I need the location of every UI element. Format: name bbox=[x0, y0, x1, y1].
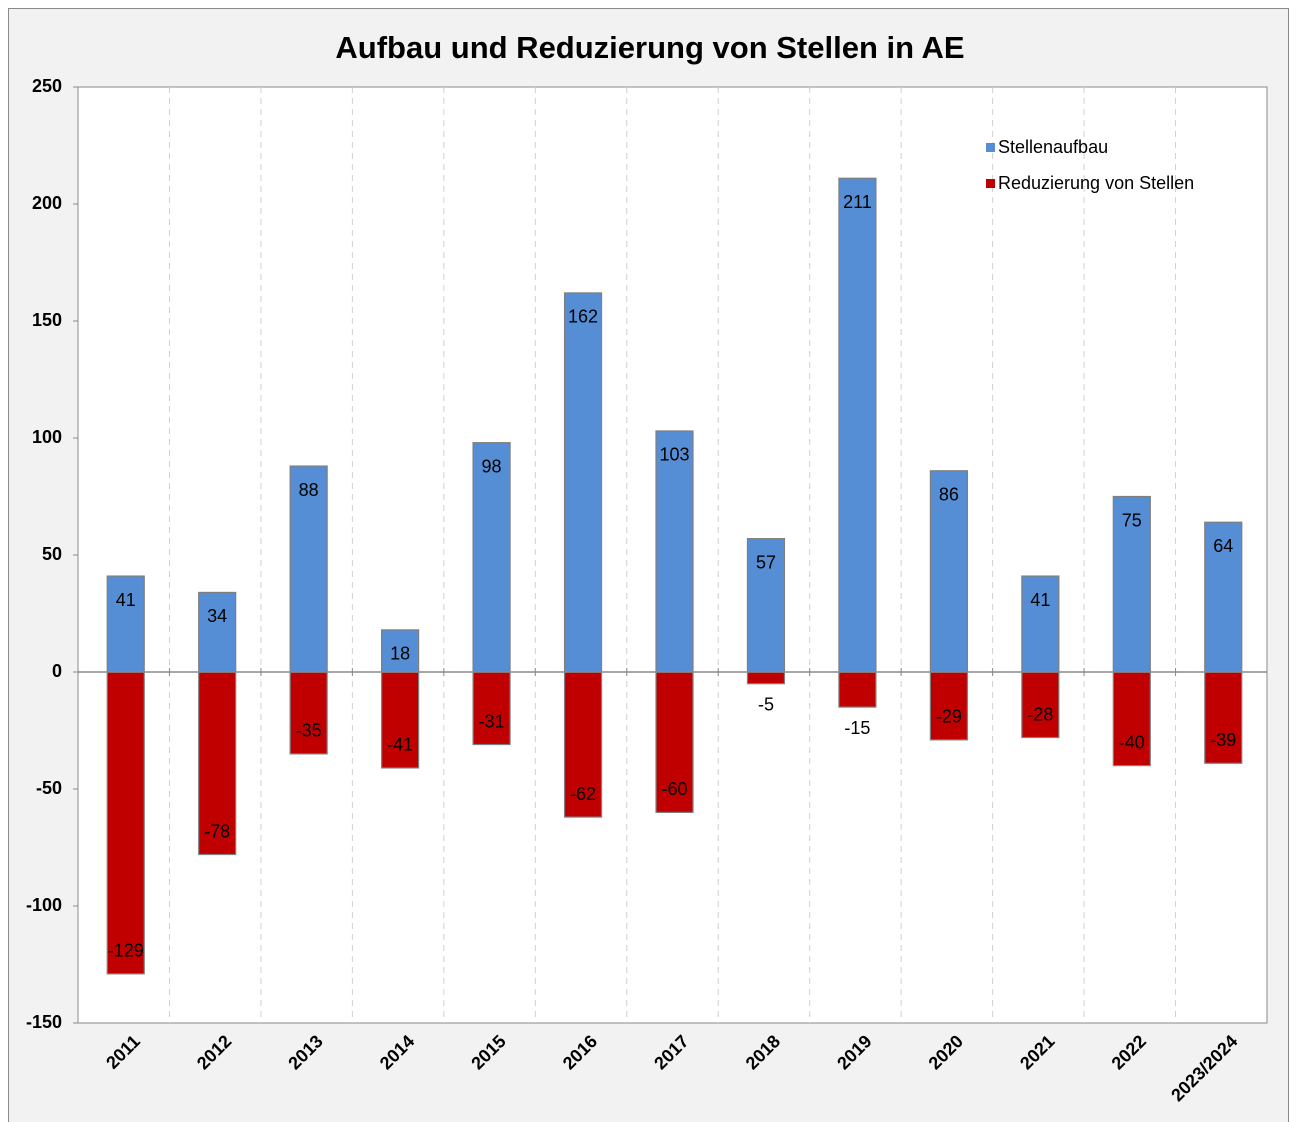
legend-label: Stellenaufbau bbox=[998, 137, 1108, 157]
bar bbox=[838, 671, 877, 708]
bar bbox=[655, 671, 694, 813]
legend-swatch bbox=[986, 143, 995, 152]
data-label: -29 bbox=[936, 707, 962, 727]
bar bbox=[472, 442, 511, 673]
data-label: -60 bbox=[661, 779, 687, 799]
data-label: -40 bbox=[1119, 732, 1145, 752]
bar bbox=[929, 470, 968, 673]
data-label: 41 bbox=[116, 590, 136, 610]
data-label: 57 bbox=[756, 552, 776, 572]
data-label: 162 bbox=[568, 307, 598, 327]
legend-label: Reduzierung von Stellen bbox=[998, 173, 1194, 193]
data-label: -62 bbox=[570, 784, 596, 804]
bar bbox=[1204, 671, 1243, 764]
bar bbox=[838, 177, 877, 673]
bar bbox=[289, 671, 328, 755]
data-label: -5 bbox=[758, 694, 774, 714]
bar bbox=[1021, 671, 1060, 739]
data-label: 18 bbox=[390, 644, 410, 664]
data-label: 64 bbox=[1213, 536, 1233, 556]
data-label: 86 bbox=[939, 485, 959, 505]
data-label: -41 bbox=[387, 735, 413, 755]
data-label: 88 bbox=[299, 480, 319, 500]
y-tick-label: 250 bbox=[32, 76, 62, 96]
y-tick-label: 50 bbox=[42, 544, 62, 564]
y-tick-label: 200 bbox=[32, 193, 62, 213]
bar bbox=[289, 465, 328, 673]
bar bbox=[472, 671, 511, 746]
data-label: -129 bbox=[108, 941, 144, 961]
bar bbox=[1204, 521, 1243, 673]
y-tick-label: -50 bbox=[36, 778, 62, 798]
bar bbox=[1112, 671, 1151, 767]
data-label: -35 bbox=[296, 721, 322, 741]
y-tick-label: 150 bbox=[32, 310, 62, 330]
y-tick-label: -150 bbox=[26, 1012, 62, 1032]
y-tick-label: -100 bbox=[26, 895, 62, 915]
data-label: 98 bbox=[482, 456, 502, 476]
bar bbox=[106, 575, 145, 673]
data-label: -39 bbox=[1210, 730, 1236, 750]
data-label: 34 bbox=[207, 606, 227, 626]
data-label: 75 bbox=[1122, 510, 1142, 530]
data-label: -31 bbox=[479, 711, 505, 731]
bar bbox=[1021, 575, 1060, 673]
data-label: -78 bbox=[204, 821, 230, 841]
bar bbox=[198, 671, 237, 856]
bar bbox=[1112, 495, 1151, 673]
bar bbox=[746, 671, 786, 685]
bar bbox=[655, 430, 694, 673]
data-label: -15 bbox=[844, 718, 870, 738]
y-tick-label: 100 bbox=[32, 427, 62, 447]
data-label: 41 bbox=[1030, 590, 1050, 610]
chart-title: Aufbau und Reduzierung von Stellen in AE bbox=[335, 30, 964, 65]
data-label: -28 bbox=[1027, 704, 1053, 724]
y-tick-label: 0 bbox=[52, 661, 62, 681]
data-label: 211 bbox=[843, 192, 872, 212]
bar bbox=[198, 591, 237, 673]
bar bbox=[746, 538, 786, 673]
legend-swatch bbox=[986, 179, 995, 188]
bar bbox=[563, 292, 603, 673]
bar bbox=[381, 629, 420, 673]
data-label: 103 bbox=[659, 445, 689, 465]
bar bbox=[563, 671, 603, 818]
bar bbox=[106, 671, 145, 975]
